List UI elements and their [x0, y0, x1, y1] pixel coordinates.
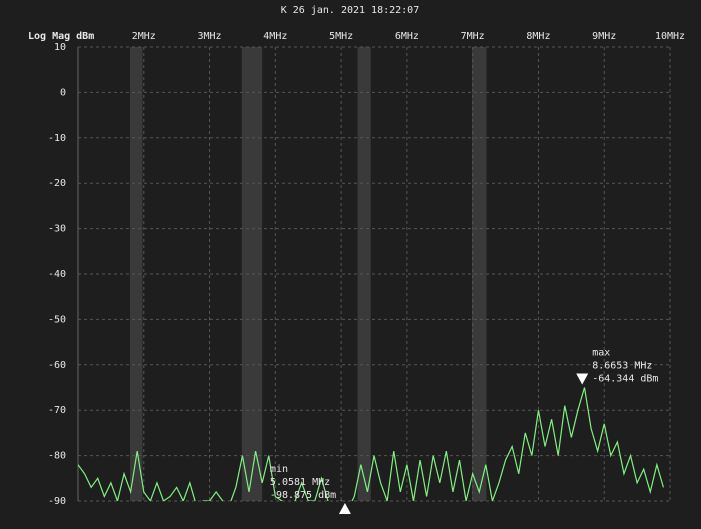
excluded-band	[241, 47, 263, 501]
x-tick-label: 6MHz	[395, 31, 419, 42]
y-tick-label: 10	[54, 42, 66, 53]
chart-title: K 26 jan. 2021 18:22:07	[281, 5, 419, 16]
y-tick-label: -20	[48, 178, 66, 189]
excluded-band	[129, 47, 143, 501]
x-tick-label: 7MHz	[461, 31, 485, 42]
x-tick-label: 3MHz	[198, 31, 222, 42]
y-tick-label: -60	[48, 360, 66, 371]
x-tick-label: 9MHz	[592, 31, 616, 42]
y-tick-label: -40	[48, 269, 66, 280]
excluded-band	[357, 47, 371, 501]
y-tick-label: 0	[60, 87, 66, 98]
x-tick-label: 10MHz	[655, 31, 685, 42]
marker-freq: 5.0581 MHz	[270, 477, 330, 488]
y-tick-label: -70	[48, 405, 66, 416]
y-tick-label: -10	[48, 133, 66, 144]
excluded-band	[472, 47, 487, 501]
x-tick-label: 5MHz	[329, 31, 353, 42]
y-tick-label: -30	[48, 224, 66, 235]
plot-area	[78, 387, 664, 501]
marker-level: -98.875 dBm	[270, 490, 336, 501]
x-tick-label: 2MHz	[132, 31, 156, 42]
y-axis-label: Log Mag dBm	[28, 31, 94, 42]
marker-freq: 8.6653 MHz	[592, 361, 652, 372]
marker-label: min	[270, 464, 288, 475]
marker	[576, 373, 589, 385]
y-tick-label: -50	[48, 314, 66, 325]
y-tick-label: -80	[48, 451, 66, 462]
trace	[78, 387, 664, 501]
marker-level: -64.344 dBm	[592, 374, 658, 385]
y-tick-label: -90	[48, 496, 66, 507]
x-tick-label: 8MHz	[526, 31, 550, 42]
marker	[338, 503, 351, 514]
marker-label: max	[592, 348, 610, 359]
x-tick-label: 4MHz	[263, 31, 287, 42]
